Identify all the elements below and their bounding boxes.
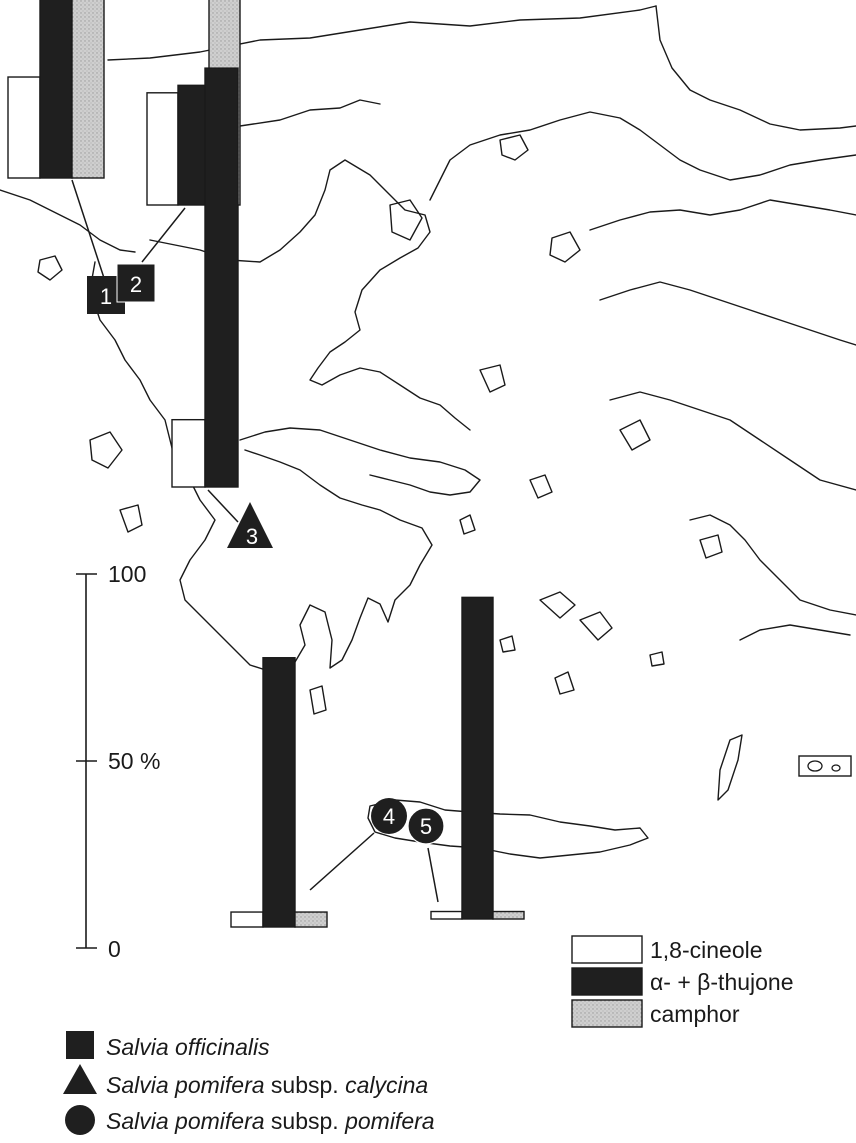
pointer-line-1 bbox=[71, 179, 105, 279]
species-circle-icon bbox=[65, 1105, 95, 1135]
legend-swatch-cineole bbox=[571, 935, 643, 964]
coastline bbox=[0, 5, 856, 859]
site-marker-5 bbox=[407, 807, 445, 845]
site-marker-3 bbox=[227, 502, 273, 548]
scale-axis: 100 50 % 0 bbox=[76, 561, 160, 962]
bar-site-5-camphor bbox=[492, 910, 525, 920]
pointer-line-5 bbox=[427, 847, 439, 903]
bar-site-5-thujone bbox=[461, 596, 494, 920]
legend-label-cineole: 1,8-cineole bbox=[650, 937, 763, 963]
species-square-icon bbox=[66, 1031, 94, 1059]
bar-groups bbox=[7, 0, 525, 928]
site-marker-4 bbox=[371, 798, 407, 834]
tick-label-50: 50 % bbox=[108, 748, 160, 774]
site-label-3: 3 bbox=[246, 524, 258, 549]
legend-label-thujone: α- + β-thujone bbox=[650, 969, 794, 995]
bar-site-1-thujone bbox=[39, 0, 73, 179]
bar-site-4-cineole bbox=[230, 911, 264, 928]
bar-site-4-camphor bbox=[294, 911, 328, 928]
site-label-5: 5 bbox=[420, 814, 432, 839]
tick-label-100: 100 bbox=[108, 561, 146, 587]
site-markers: 1 2 3 4 5 bbox=[87, 263, 445, 845]
compound-legend: 1,8-cineole α- + β-thujone camphor bbox=[571, 935, 794, 1028]
pointer-line-4 bbox=[309, 832, 375, 891]
pointer-line-2 bbox=[141, 207, 186, 263]
species-pomifera-pomifera: Salvia pomifera subsp. pomifera bbox=[106, 1108, 435, 1134]
bar-site-2-cineole bbox=[146, 92, 179, 206]
species-legend: Salvia officinalis Salvia pomifera subsp… bbox=[63, 1031, 435, 1135]
legend-label-camphor: camphor bbox=[650, 1001, 740, 1027]
pointer-line-3 bbox=[207, 489, 239, 523]
site-label-4: 4 bbox=[383, 804, 395, 829]
tick-label-0: 0 bbox=[108, 936, 121, 962]
bar-site-5-cineole bbox=[430, 910, 463, 920]
bar-site-3-thujone bbox=[204, 67, 239, 488]
bar-site-3-cineole bbox=[171, 418, 206, 488]
site-label-1: 1 bbox=[100, 284, 112, 309]
species-pomifera-calycina: Salvia pomifera subsp. calycina bbox=[106, 1072, 428, 1098]
bar-site-1-camphor bbox=[71, 0, 105, 179]
site-label-2: 2 bbox=[130, 272, 142, 297]
legend-swatch-thujone bbox=[571, 967, 643, 996]
bar-site-1-cineole bbox=[7, 76, 41, 179]
site-marker-2 bbox=[116, 263, 156, 303]
bar-site-4-thujone bbox=[262, 657, 296, 928]
legend-swatch-camphor bbox=[571, 999, 643, 1028]
bar-site-2-thujone bbox=[177, 84, 210, 206]
pointer-lines bbox=[71, 179, 439, 903]
inset-box bbox=[798, 755, 852, 777]
species-triangle-icon bbox=[63, 1064, 97, 1094]
species-officinalis: Salvia officinalis bbox=[106, 1034, 270, 1060]
